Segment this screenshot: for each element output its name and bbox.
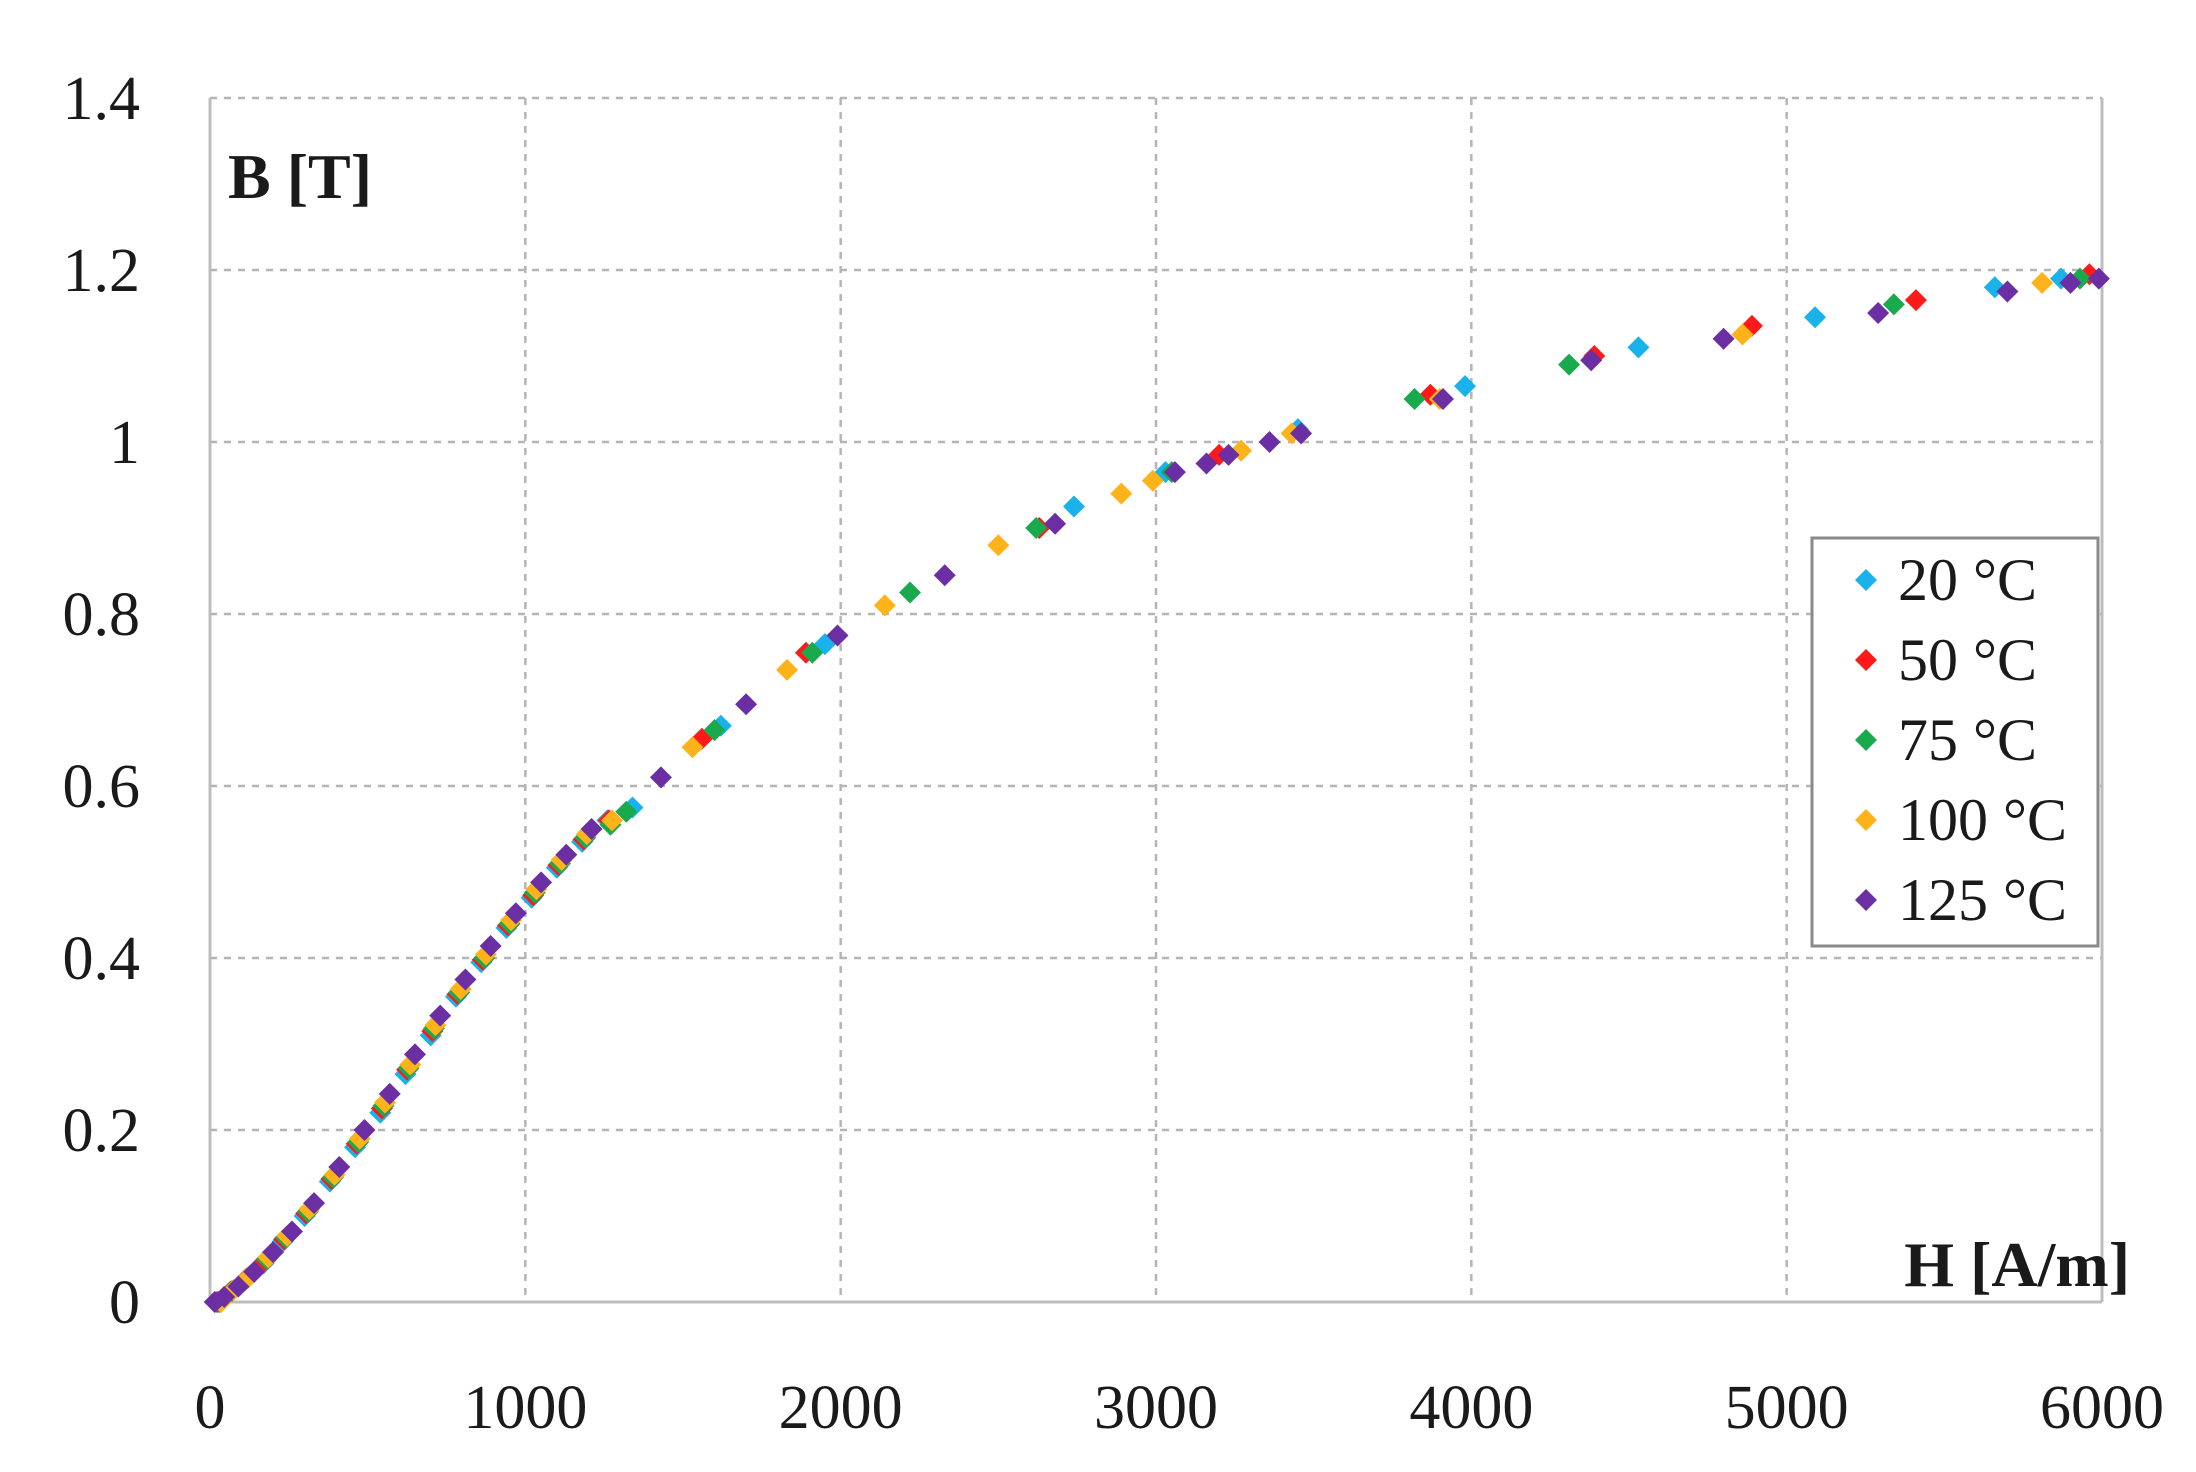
data-point: [1431, 388, 1454, 410]
data-point: [403, 1043, 426, 1066]
x-tick-label: 5000: [1725, 1374, 1849, 1442]
data-point: [1025, 517, 1048, 539]
data-point: [801, 641, 824, 664]
legend-entry: 20 °C: [1855, 547, 2037, 613]
data-point: [1804, 306, 1827, 329]
y-axis-title: B [T]: [228, 141, 372, 212]
data-point: [1163, 461, 1186, 484]
legend-entry: 125 °C: [1855, 867, 2067, 933]
y-tick-label: 0.4: [63, 925, 141, 993]
data-point: [1580, 349, 1603, 372]
x-tick-label: 6000: [2040, 1374, 2164, 1442]
legend-label: 75 °C: [1898, 707, 2037, 773]
legend-marker: [1855, 809, 1877, 831]
y-tick-label: 1: [109, 409, 140, 477]
data-point: [987, 534, 1010, 557]
data-point: [899, 581, 922, 604]
data-point: [1731, 323, 1754, 346]
data-point: [735, 693, 758, 716]
data-point: [1217, 443, 1240, 466]
data-point: [1258, 431, 1281, 453]
data-point: [303, 1192, 326, 1215]
y-tick-labels: 0 0.2 0.4 0.6 0.8 1 1.2 1.4: [63, 65, 141, 1337]
legend-marker: [1855, 569, 1877, 591]
data-point: [353, 1119, 376, 1141]
x-tick-labels: 0 1000 2000 3000 4000 5000 6000: [195, 1374, 2165, 1442]
data-point: [479, 934, 502, 957]
data-points: [203, 263, 2110, 1313]
data-point: [243, 1260, 266, 1283]
data-point: [378, 1082, 401, 1105]
data-point: [1904, 289, 1927, 312]
y-tick-label: 0.2: [63, 1097, 141, 1165]
grid-lines: [208, 96, 2104, 1304]
data-point: [649, 766, 672, 789]
data-point: [933, 564, 956, 587]
data-point: [454, 968, 477, 991]
data-point: [2087, 267, 2110, 290]
legend-label: 20 °C: [1898, 547, 2037, 613]
legend-entry: 75 °C: [1855, 707, 2037, 773]
x-tick-label: 2000: [779, 1374, 903, 1442]
x-axis-title: H [A/m]: [1904, 1229, 2130, 1300]
x-tick-label: 0: [195, 1374, 226, 1442]
data-point: [1110, 482, 1133, 505]
data-point: [1882, 293, 1905, 316]
y-tick-label: 0.6: [63, 753, 141, 821]
series-3: [210, 271, 2054, 1313]
data-point: [2059, 271, 2082, 294]
data-point: [1195, 452, 1218, 475]
data-point: [1712, 327, 1735, 350]
data-point: [826, 624, 849, 647]
data-point: [601, 809, 624, 832]
data-point: [227, 1275, 250, 1298]
y-tick-label: 0.8: [63, 581, 141, 649]
series-2: [208, 267, 2091, 1313]
data-point: [776, 658, 799, 681]
x-tick-label: 1000: [463, 1374, 587, 1442]
data-point: [615, 800, 638, 823]
data-point: [213, 1285, 236, 1308]
series-0: [205, 267, 2073, 1313]
legend-label: 100 °C: [1898, 787, 2067, 853]
data-point: [681, 736, 704, 759]
data-point: [2031, 271, 2054, 294]
data-point: [429, 1004, 452, 1027]
legend-entry: 100 °C: [1855, 787, 2067, 853]
data-point: [580, 818, 603, 840]
data-point: [555, 843, 578, 866]
data-point: [504, 902, 527, 925]
data-point: [1403, 388, 1426, 410]
data-point: [1558, 353, 1581, 376]
legend-marker: [1855, 649, 1877, 671]
data-point: [1867, 302, 1890, 324]
legend-entry: 50 °C: [1855, 627, 2037, 693]
legend-label: 50 °C: [1898, 627, 2037, 693]
data-point: [1141, 469, 1164, 492]
y-tick-label: 0: [109, 1269, 140, 1337]
data-point: [1044, 512, 1067, 535]
data-point: [1996, 280, 2019, 303]
legend: 20 °C 50 °C 75 °C 100 °C 125 °C: [1810, 536, 2100, 948]
y-tick-label: 1.2: [63, 237, 141, 305]
data-point: [328, 1155, 351, 1178]
data-point: [280, 1220, 303, 1243]
data-point: [1063, 495, 1086, 518]
data-point: [873, 594, 896, 617]
data-point: [262, 1241, 285, 1264]
legend-marker: [1855, 729, 1877, 751]
data-point: [1627, 336, 1650, 359]
data-point: [1454, 375, 1477, 398]
x-tick-label: 4000: [1409, 1374, 1533, 1442]
data-point: [703, 719, 726, 742]
x-tick-label: 3000: [1094, 1374, 1218, 1442]
y-tick-label: 1.4: [63, 65, 141, 133]
legend-label: 125 °C: [1898, 867, 2067, 933]
legend-marker: [1855, 889, 1877, 911]
data-point: [1290, 422, 1313, 445]
data-point: [530, 871, 553, 894]
series-4: [203, 267, 2110, 1313]
